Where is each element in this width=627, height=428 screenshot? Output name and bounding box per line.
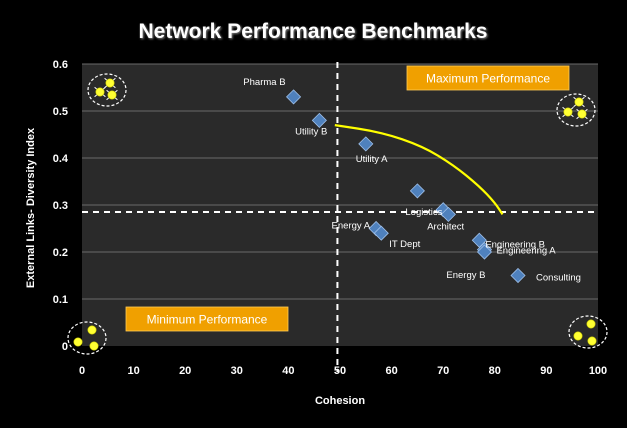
y-tick-label: 0.2 xyxy=(53,247,68,259)
data-point xyxy=(373,225,389,241)
minimum-performance-box: Minimum Performance xyxy=(125,306,289,332)
data-point xyxy=(409,183,425,199)
x-tick-label: 30 xyxy=(231,365,243,377)
data-label: Utility A xyxy=(356,154,388,165)
data-label: IT Dept xyxy=(389,239,420,250)
network-cluster-icon xyxy=(568,315,608,349)
x-tick-label: 70 xyxy=(437,365,449,377)
x-tick-label: 90 xyxy=(540,365,552,377)
annotation-label: Minimum Performance xyxy=(147,313,268,327)
data-point xyxy=(440,206,456,222)
data-label: Utility B xyxy=(295,126,327,137)
data-point xyxy=(476,244,493,260)
x-tick-label: 100 xyxy=(589,365,607,377)
network-cluster-icon xyxy=(556,93,596,127)
network-cluster-icon xyxy=(87,73,127,107)
y-tick-label: 0 xyxy=(62,341,68,353)
x-axis-label: Cohesion xyxy=(315,395,365,407)
performance-frontier-curve xyxy=(334,124,504,216)
y-tick-label: 0.6 xyxy=(53,59,68,71)
data-label: Logistics xyxy=(405,207,442,218)
y-tick-label: 0.3 xyxy=(53,200,68,212)
x-tick-label: 0 xyxy=(79,365,85,377)
y-axis-label: External Links- Diversity Index xyxy=(25,127,37,288)
y-tick-label: 0.4 xyxy=(53,153,69,165)
data-label: Engineering A xyxy=(496,246,556,257)
data-point xyxy=(285,89,302,105)
y-tick-label: 0.5 xyxy=(53,106,68,118)
chart-title: Network Performance Benchmarks xyxy=(139,20,488,43)
data-point xyxy=(311,112,327,128)
x-tick-label: 20 xyxy=(179,365,191,377)
x-tick-label: 10 xyxy=(127,365,139,377)
data-label: Architect xyxy=(427,222,464,233)
x-tick-label: 50 xyxy=(334,365,346,377)
y-tick-label: 0.1 xyxy=(53,294,68,306)
x-tick-label: 60 xyxy=(385,365,397,377)
data-label: Pharma B xyxy=(243,77,285,88)
data-point xyxy=(358,136,374,152)
annotation-label: Maximum Performance xyxy=(426,72,550,86)
data-label: Consulting xyxy=(536,273,581,284)
maximum-performance-box: Maximum Performance xyxy=(406,65,570,91)
data-label: Energy B xyxy=(446,270,485,281)
data-label: Energy A xyxy=(332,221,371,232)
network-cluster-icon xyxy=(67,321,107,355)
data-point xyxy=(510,267,526,284)
x-tick-label: 80 xyxy=(489,365,501,377)
data-label: Engineering B xyxy=(485,239,545,250)
x-tick-label: 40 xyxy=(282,365,294,377)
